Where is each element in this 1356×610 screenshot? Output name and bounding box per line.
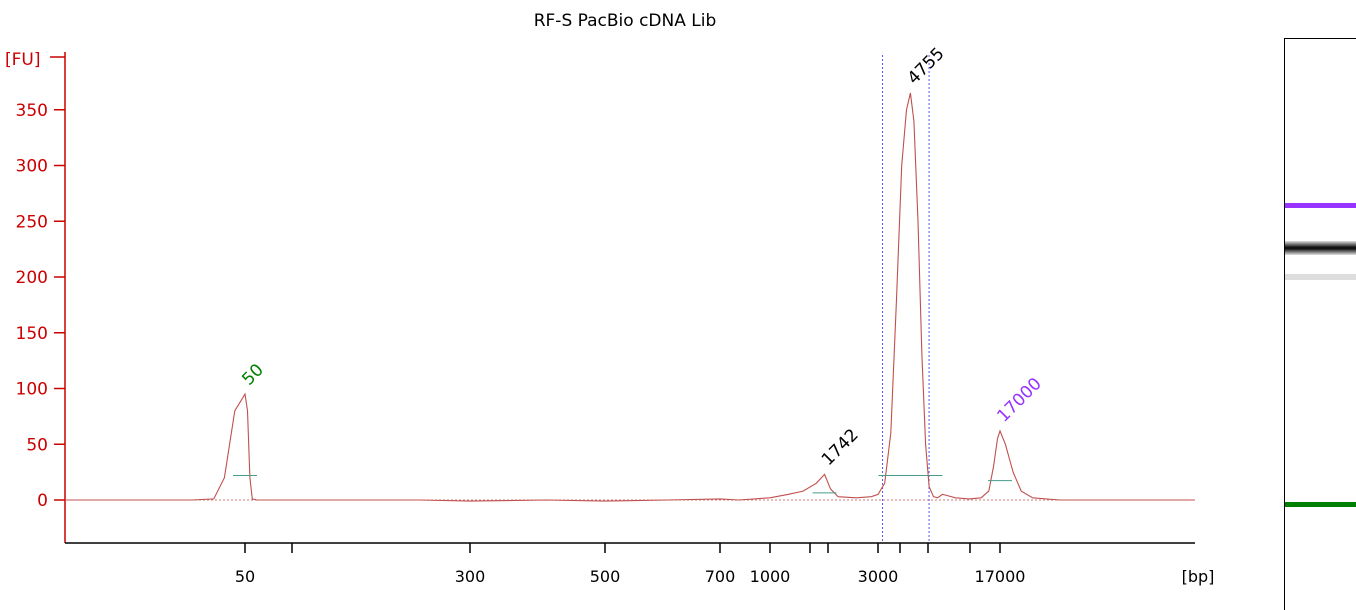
x-tick-label: 500 <box>590 567 621 586</box>
plot-area: 50 1742 4755 17000 <box>65 44 1195 543</box>
y-tick-label: 350 <box>16 101 48 121</box>
x-tick-label: 17000 <box>975 567 1026 586</box>
x-axis-label: [bp] <box>1182 567 1215 586</box>
y-tick-label: 150 <box>16 324 48 344</box>
peak-label: 4755 <box>904 44 949 89</box>
gel-band <box>1285 502 1356 507</box>
chart-title: RF-S PacBio cDNA Lib <box>534 11 717 31</box>
peak-label: 50 <box>238 360 267 389</box>
gel-band <box>1285 203 1356 208</box>
trace-line <box>65 92 1195 502</box>
y-tick-label: 50 <box>26 435 48 455</box>
y-tick-label: 200 <box>16 268 48 288</box>
y-axis: 0 50 100 150 200 250 300 350 <box>16 52 66 543</box>
y-axis-label: [FU] <box>5 50 41 70</box>
x-tick-label: 50 <box>235 567 255 586</box>
gel-lane <box>1284 38 1356 610</box>
x-axis: 50 300 500 700 1000 3000 17000 <box>65 542 1195 586</box>
x-tick-label: 700 <box>705 567 736 586</box>
peak-label: 17000 <box>993 374 1045 426</box>
y-tick-label: 250 <box>16 212 48 232</box>
gel-band <box>1285 241 1356 255</box>
x-tick-label: 300 <box>455 567 486 586</box>
gel-band <box>1285 274 1356 280</box>
electropherogram-chart: RF-S PacBio cDNA Lib [FU] [bp] 0 50 100 150… <box>5 11 1215 586</box>
x-tick-label: 1000 <box>750 567 791 586</box>
y-tick-label: 0 <box>37 491 48 511</box>
peak-label: 1742 <box>818 425 863 470</box>
x-tick-label: 3000 <box>858 567 899 586</box>
y-tick-label: 100 <box>16 380 48 400</box>
y-tick-label: 300 <box>16 157 48 177</box>
